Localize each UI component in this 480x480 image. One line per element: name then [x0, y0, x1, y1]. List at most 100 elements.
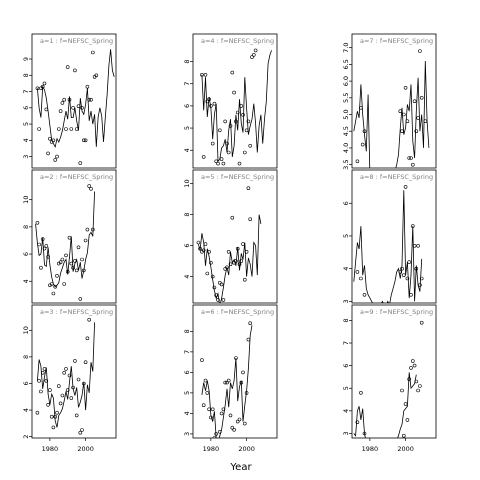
y-tick-label: 8	[22, 73, 30, 77]
observed-point	[212, 101, 217, 106]
observed-point	[248, 217, 252, 221]
observed-point	[412, 244, 417, 248]
observed-point	[214, 293, 218, 298]
observed-point	[214, 432, 218, 436]
x-tick-label: 2000	[238, 445, 255, 453]
observed-point	[48, 136, 52, 141]
observed-point	[226, 250, 231, 254]
facet-panel: a=4 : f=NEFSC_Spring 4 5 6 7 8	[183, 33, 278, 169]
y-tick-label: 6	[183, 370, 191, 374]
observed-point	[414, 129, 419, 133]
y-tick-label: 5	[22, 122, 30, 126]
observed-point	[412, 363, 417, 368]
observed-point	[67, 97, 72, 102]
observed-point	[39, 389, 43, 394]
observed-point	[51, 138, 56, 143]
observed-point	[403, 86, 408, 90]
observed-point	[216, 161, 220, 166]
observed-point	[409, 156, 413, 160]
observed-point	[410, 162, 415, 167]
observed-point	[359, 276, 363, 281]
observed-point	[405, 276, 410, 281]
observed-point	[210, 274, 215, 279]
y-tick-label: 6	[22, 252, 30, 256]
observed-point	[419, 96, 424, 100]
observed-point	[225, 265, 229, 270]
y-tick-label: 8	[183, 213, 191, 217]
facet-strip-label: a=6 : f=NEFSC_Spring	[201, 308, 274, 316]
observed-point	[67, 373, 72, 378]
observed-point	[223, 380, 227, 385]
observed-point	[400, 388, 404, 393]
facet-panel: a=5 : f=NEFSC_Spring 4 6 8 10	[183, 169, 278, 304]
y-tick-label: 3	[342, 431, 350, 435]
observed-point	[209, 260, 213, 265]
observed-point	[37, 378, 41, 383]
y-tick-label: 9	[22, 57, 30, 61]
y-tick-label: 6	[183, 104, 191, 108]
observed-point	[237, 161, 242, 166]
y-tick-label: 6	[342, 201, 350, 205]
observed-point	[409, 292, 413, 297]
x-tick-label: 1980	[203, 445, 220, 453]
observed-point	[209, 415, 213, 420]
observed-point	[94, 73, 99, 78]
observed-point	[252, 53, 256, 57]
panel-frame	[192, 169, 278, 304]
observed-point	[209, 104, 213, 108]
x-tick-label: 1980	[42, 445, 59, 453]
observed-point	[210, 407, 215, 412]
observed-point	[243, 421, 247, 426]
observed-point	[64, 367, 68, 371]
facet-strip-label: a=1 : f=NEFSC_Spring	[40, 37, 113, 45]
x-tick-label: 2000	[397, 445, 414, 453]
y-tick-label: 3	[342, 299, 350, 303]
observed-point	[69, 127, 74, 131]
observed-point	[83, 360, 88, 365]
observed-point	[58, 401, 63, 406]
observed-point	[416, 388, 420, 393]
observed-point	[46, 254, 50, 259]
observed-point	[35, 86, 40, 91]
observed-point	[91, 50, 95, 55]
observed-point	[362, 292, 367, 297]
observed-point	[71, 106, 75, 110]
observed-point	[243, 277, 247, 282]
observed-point	[241, 242, 245, 246]
observed-point	[405, 418, 410, 422]
fitted-line	[37, 322, 95, 428]
fitted-line	[37, 49, 115, 149]
observed-point	[223, 119, 227, 124]
observed-point	[71, 265, 75, 270]
observed-point	[244, 250, 249, 254]
observed-point	[196, 240, 201, 245]
y-tick-label: 6.0	[342, 76, 350, 86]
observed-point	[55, 410, 59, 415]
facet-strip-label: a=2 : f=NEFSC_Spring	[40, 173, 113, 181]
observed-point	[74, 413, 79, 418]
observed-point	[87, 97, 91, 102]
observed-point	[234, 119, 238, 124]
observed-point	[228, 413, 233, 418]
y-tick-label: 6	[22, 106, 30, 110]
panel-frame	[31, 33, 117, 169]
observed-point	[226, 378, 231, 383]
observed-point	[405, 119, 410, 123]
observed-point	[40, 370, 45, 375]
y-tick-label: 8	[342, 318, 350, 322]
observed-point	[65, 388, 70, 392]
bottom-x-ticks: 1980 2000 1980 2000 1980 2000	[42, 438, 414, 453]
observed-point	[212, 285, 217, 290]
observed-point	[42, 246, 47, 251]
y-tick-label: 10	[22, 326, 30, 334]
observed-point	[218, 429, 222, 434]
observed-point	[205, 391, 210, 395]
observed-point	[87, 184, 91, 188]
x-tick-label: 1980	[362, 445, 379, 453]
observed-point	[418, 384, 422, 388]
y-tick-label: 3	[22, 155, 30, 159]
observed-point	[359, 390, 363, 395]
observed-point	[221, 407, 226, 412]
observed-point	[205, 99, 210, 104]
